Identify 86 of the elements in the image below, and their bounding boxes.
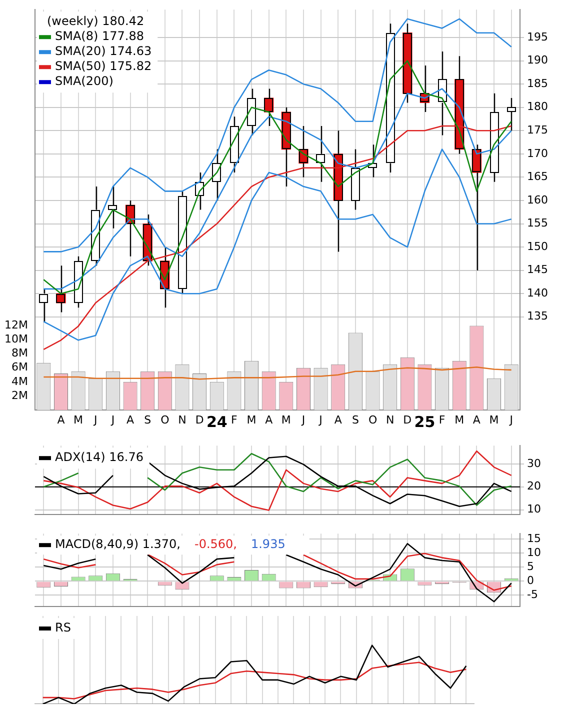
y-tick-label: 175 xyxy=(527,124,548,137)
candlestick xyxy=(229,116,240,174)
x-tick-label: J xyxy=(508,413,513,426)
y-tick-label: 135 xyxy=(527,310,548,323)
legend-label: SMA(8) 177.88 xyxy=(55,29,144,44)
x-tick-label: M xyxy=(454,413,464,426)
y2-tick-label: 8M xyxy=(12,346,28,360)
candlestick xyxy=(402,22,412,104)
y-tick-label: 155 xyxy=(527,216,548,230)
y-tick-label: 5 xyxy=(527,560,534,574)
legend-label: RS xyxy=(55,620,71,635)
candlestick xyxy=(125,200,136,257)
x-tick-label: O xyxy=(368,413,378,426)
legend-label: SMA(200) xyxy=(55,74,114,88)
candlestick xyxy=(489,92,499,182)
x-tick-label: S xyxy=(144,413,152,426)
annotation: 1.935 xyxy=(250,537,286,552)
y-tick-label: 195 xyxy=(527,30,548,44)
x-tick-label: A xyxy=(265,413,274,426)
x-tick-label: F xyxy=(438,413,446,426)
candlestick xyxy=(177,190,188,294)
candlestick xyxy=(90,186,100,266)
candlestick xyxy=(281,106,291,188)
x-tick-label: F xyxy=(231,413,238,426)
y-tick-label: 30 xyxy=(527,456,541,470)
y-tick-label: 0 xyxy=(527,574,534,588)
candlestick xyxy=(333,130,343,252)
candlestick xyxy=(264,88,274,127)
candlestick xyxy=(437,50,447,136)
y-tick-label: 180 xyxy=(527,100,548,114)
x-tick-label: A xyxy=(126,413,134,426)
x-tick-label: J xyxy=(110,413,115,426)
x-tick-label: M xyxy=(246,413,256,426)
candlestick xyxy=(56,265,66,313)
y-tick-label: 20 xyxy=(527,480,541,493)
y-tick-label: 165 xyxy=(527,170,548,184)
x-tick-label: A xyxy=(57,413,66,426)
candlestick xyxy=(298,125,308,178)
series-label: -0.560, xyxy=(194,537,237,552)
y-tick-label: 170 xyxy=(527,146,548,160)
x-tick-label: N xyxy=(386,413,394,426)
x-tick-label: 25 xyxy=(414,412,436,431)
x-tick-label: M xyxy=(281,413,291,426)
y-tick-label: 10 xyxy=(527,502,541,516)
legend-label: SMA(50) 175.82 xyxy=(55,59,152,74)
candlestick xyxy=(454,56,464,155)
candlestick xyxy=(108,186,118,230)
x-tick-label: D xyxy=(403,413,412,426)
y2-tick-label: 6M xyxy=(12,360,28,374)
x-tick-label: N xyxy=(178,413,186,426)
legend-label: SMA(20) 174.63 xyxy=(55,44,152,58)
legend-label: ADX(14) 16.76 xyxy=(55,450,144,464)
chart-title: (weekly) 180.42 xyxy=(47,14,144,28)
candlestick xyxy=(73,256,84,308)
candlestick xyxy=(316,125,326,182)
y-tick-label: 10 xyxy=(527,546,541,560)
y2-tick-label: 4M xyxy=(12,374,28,388)
y-tick-label: -5 xyxy=(527,588,538,602)
y2-tick-label: 10M xyxy=(4,332,28,346)
y-tick-label: 15 xyxy=(527,532,541,546)
y-tick-label: 160 xyxy=(527,193,548,206)
y-tick-label: 145 xyxy=(527,263,548,276)
y-tick-label: 190 xyxy=(527,54,548,67)
x-tick-label: M xyxy=(74,413,84,426)
y2-tick-label: 12M xyxy=(4,318,28,332)
y-tick-label: 140 xyxy=(527,286,548,300)
x-tick-label: J xyxy=(300,413,306,426)
x-tick-label: O xyxy=(160,413,170,426)
candlestick xyxy=(350,148,360,210)
y-tick-label: 185 xyxy=(527,76,548,90)
candlestick xyxy=(38,288,48,322)
x-tick-label: A xyxy=(472,413,481,426)
x-tick-label: A xyxy=(334,413,342,426)
x-tick-label: 24 xyxy=(206,412,228,431)
y2-tick-label: 2M xyxy=(12,388,28,402)
legend-label: MACD(8,40,9) 1.370, xyxy=(55,537,180,552)
x-tick-label: S xyxy=(352,413,359,426)
x-tick-label: D xyxy=(195,413,204,426)
candlestick xyxy=(212,148,222,202)
candlestick xyxy=(246,88,256,136)
x-tick-label: J xyxy=(93,413,98,426)
candlestick xyxy=(472,144,482,271)
x-tick-label: J xyxy=(318,413,322,426)
x-tick-label: M xyxy=(489,413,499,426)
y-tick-label: 150 xyxy=(527,240,548,253)
candlestick xyxy=(506,97,516,132)
